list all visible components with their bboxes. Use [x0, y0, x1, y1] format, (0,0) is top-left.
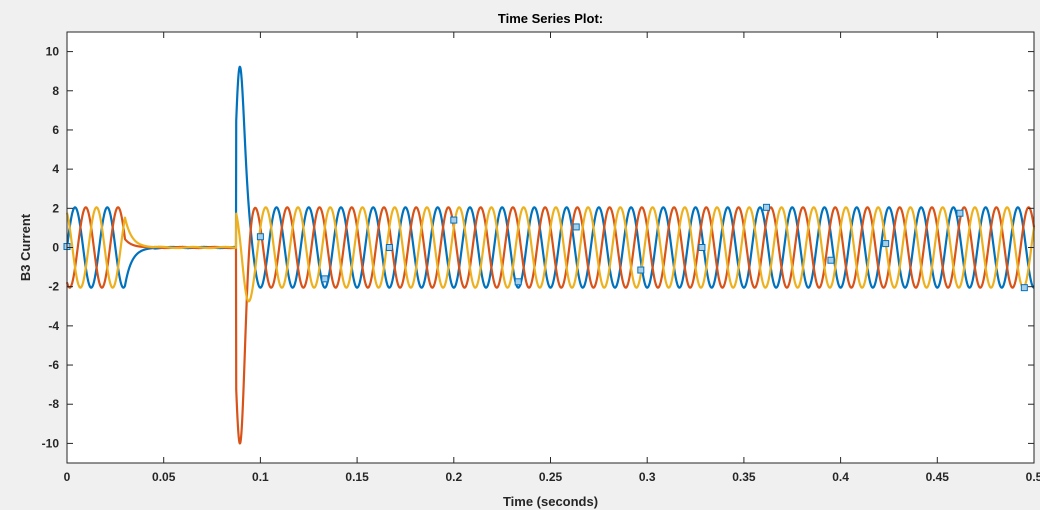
data-marker	[956, 209, 964, 217]
x-tick-label: 0.05	[152, 470, 176, 484]
x-tick-label: 0.5	[1026, 470, 1040, 484]
x-tick-label: 0.25	[539, 470, 563, 484]
ticks-layer: 0 0.05 0.1 0.15 0.2 0.25 0.3 0.35 0.4 0.45 0.5 -10 -…	[42, 32, 1040, 484]
x-tick-label: 0.35	[732, 470, 756, 484]
y-tick-label: 2	[52, 201, 59, 215]
x-tick-label: 0.4	[832, 470, 849, 484]
data-marker	[385, 244, 393, 251]
data-marker	[450, 216, 458, 224]
y-tick-label: -4	[48, 319, 59, 333]
y-axis-title: B3 Current	[18, 213, 33, 281]
y-tick-label: -10	[42, 436, 60, 450]
data-marker	[1020, 284, 1028, 292]
y-tick-label: 0	[52, 241, 59, 255]
y-tick-label: -6	[48, 358, 59, 372]
data-marker	[256, 233, 264, 241]
y-tick-label: 4	[52, 162, 59, 176]
series-line-3	[65, 206, 1036, 303]
x-tick-label: 0.15	[345, 470, 369, 484]
data-marker	[637, 266, 645, 274]
data-marker	[572, 223, 580, 231]
y-tick-label: 8	[52, 84, 59, 98]
data-marker	[321, 275, 329, 283]
chart-title: Time Series Plot:	[498, 11, 603, 26]
y-tick-label: 6	[52, 123, 59, 137]
series-layer	[65, 65, 1036, 445]
x-axis-title: Time (seconds)	[503, 494, 598, 509]
x-tick-label: 0.45	[926, 470, 950, 484]
x-tick-label: 0	[64, 470, 71, 484]
data-marker	[827, 256, 835, 264]
x-tick-label: 0.3	[639, 470, 656, 484]
y-tick-label: -2	[48, 280, 59, 294]
data-marker	[763, 203, 771, 211]
x-tick-label: 0.1	[252, 470, 269, 484]
y-tick-label: 10	[46, 45, 60, 59]
data-marker	[698, 244, 706, 251]
data-marker	[514, 278, 522, 286]
data-marker	[882, 240, 890, 248]
x-tick-label: 0.2	[445, 470, 462, 484]
y-tick-label: -8	[48, 397, 59, 411]
